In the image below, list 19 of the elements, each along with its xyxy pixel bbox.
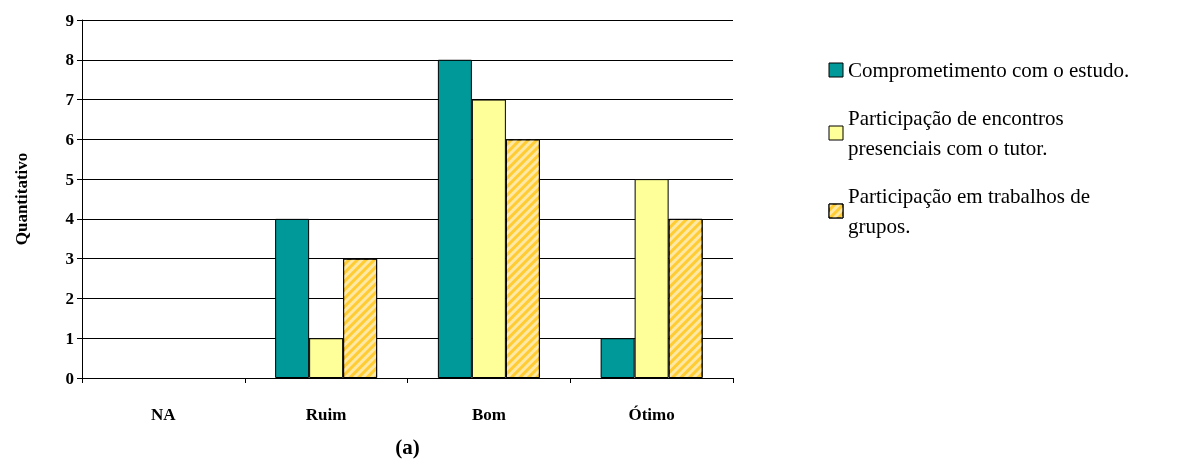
y-axis-title: Quantitativo bbox=[12, 152, 31, 246]
x-tick-label: Ótimo bbox=[628, 405, 675, 424]
x-axis-title: (a) bbox=[395, 434, 420, 459]
y-tick-label: 0 bbox=[65, 368, 74, 388]
y-tick-label: 5 bbox=[65, 169, 74, 189]
x-tick-label: Ruim bbox=[305, 405, 347, 424]
x-tick-label: Bom bbox=[471, 405, 506, 424]
y-tick-label: 6 bbox=[65, 129, 74, 149]
y-tick-label: 3 bbox=[65, 249, 74, 269]
y-tick-label: 9 bbox=[65, 10, 74, 30]
x-tick-label: NA bbox=[151, 405, 177, 424]
y-tick-label: 4 bbox=[65, 209, 75, 229]
legend-label: Participação de encontros presenciais com o tutor. bbox=[848, 106, 1069, 160]
y-tick-label: 1 bbox=[65, 328, 74, 348]
y-tick-label: 8 bbox=[65, 50, 74, 70]
legend-label: Participação em trabalhos de grupos. bbox=[848, 184, 1096, 238]
y-tick-label: 2 bbox=[65, 288, 74, 308]
legend-label: Comprometimento com o estudo. bbox=[848, 58, 1130, 82]
y-tick-label: 7 bbox=[65, 90, 75, 110]
